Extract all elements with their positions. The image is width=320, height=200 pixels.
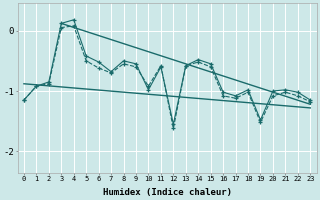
X-axis label: Humidex (Indice chaleur): Humidex (Indice chaleur) [103,188,232,197]
